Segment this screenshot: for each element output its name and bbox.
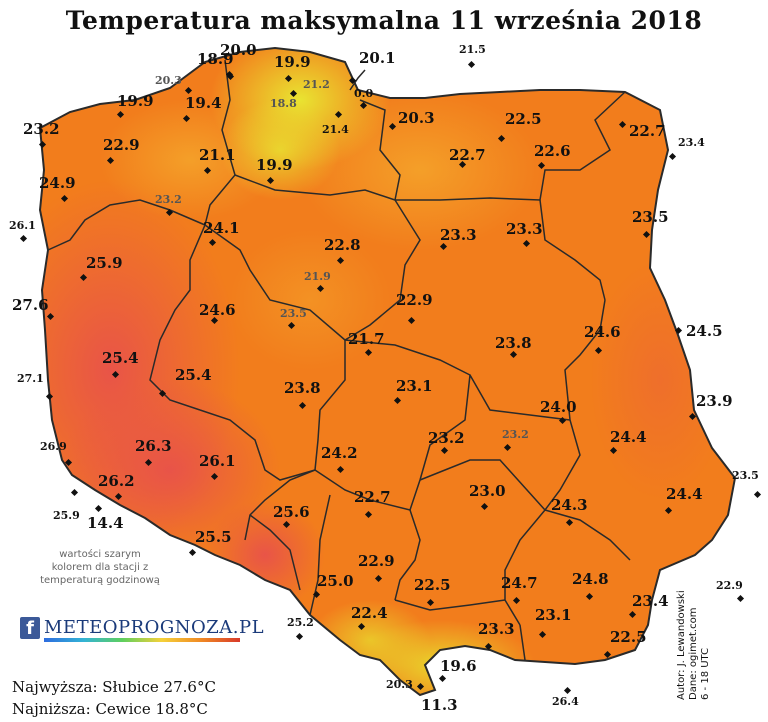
facebook-icon[interactable]: f [20,617,40,639]
station-value: 23.5 [280,307,307,320]
logo-color-bar [44,638,240,642]
station-value: 20.0 [220,41,257,59]
station-value: 19.4 [185,94,222,112]
station-value: 22.9 [358,552,395,570]
station-value: 25.2 [287,616,314,629]
station-value: 26.2 [98,472,135,490]
station-value: 14.4 [87,514,124,532]
map-title: Temperatura maksymalna 11 września 2018 [65,6,703,35]
station-value: 0.0 [354,87,374,100]
station-value: 24.9 [39,174,76,192]
credits-data-source: Dane: ogimet.com [688,607,699,700]
station-value: 26.3 [135,437,172,455]
station-value: 23.9 [696,392,733,410]
highest-temperature: Najwyższa: Słubice 27.6°C [12,678,216,696]
station-value: 24.2 [321,444,358,462]
station-value: 21.7 [348,330,385,348]
station-value: 24.4 [610,428,647,446]
station-value: 18.9 [197,50,234,68]
station-value: 26.4 [552,695,579,708]
station-value: 23.2 [155,193,182,206]
station-value: 23.4 [632,592,669,610]
station-value: 24.0 [540,398,577,416]
station-value: 22.4 [351,604,388,622]
station-value: 20.3 [155,74,182,87]
station-value: 24.4 [666,485,703,503]
station-value: 22.9 [716,579,743,592]
logo-text: METEOPROGNOZA.PL [44,617,265,638]
station-value: 22.9 [396,291,433,309]
station-value: 24.5 [686,322,723,340]
station-value: 21.4 [322,123,349,136]
station-value: 23.8 [495,334,532,352]
station-value: 23.2 [428,429,465,447]
station-value: 19.9 [256,156,293,174]
station-value: 23.3 [478,620,515,638]
station-value: 25.4 [102,349,139,367]
gray-values-note: wartości szarym kolorem dla stacji z tem… [40,549,160,586]
station-value: 20.1 [359,49,396,67]
station-value: 27.1 [17,372,44,385]
station-value: 25.9 [86,254,123,272]
station-value: 24.8 [572,570,609,588]
station-value: 23.5 [732,469,759,482]
station-value: 25.9 [53,509,80,522]
station-value: 25.4 [175,366,212,384]
station-value: 23.5 [632,208,669,226]
station-value: 21.1 [199,146,236,164]
station-value: 19.9 [274,53,311,71]
station-value: 24.1 [203,219,240,237]
station-value: 11.3 [421,696,458,714]
station-value: 23.2 [23,120,60,138]
station-value: 20.3 [386,678,413,691]
credits-time-range: 6 - 18 UTC [700,647,711,700]
station-value: 23.4 [678,136,705,149]
station-value: 24.6 [199,301,236,319]
station-value: 22.9 [103,136,140,154]
meteoprognoza-logo[interactable]: f METEOPROGNOZA.PL [20,617,264,642]
credits-author: Autor: J. Lewandowski [676,590,687,700]
station-value: 26.1 [199,452,236,470]
station-value: 22.7 [354,488,391,506]
credits: Autor: J. Lewandowski Dane: ogimet.com 6… [676,590,712,700]
station-value: 23.8 [284,379,321,397]
lowest-temperature: Najniższa: Cewice 18.8°C [12,700,208,718]
station-value: 23.2 [502,428,529,441]
station-value: 20.3 [398,109,435,127]
station-value: 23.1 [396,377,433,395]
station-value: 22.8 [324,236,361,254]
station-value: 18.8 [270,97,297,110]
station-value: 21.2 [303,78,330,91]
station-value: 21.5 [459,43,486,56]
station-value: 22.7 [449,146,486,164]
station-value: 24.6 [584,323,621,341]
station-value: 23.3 [440,226,477,244]
voivodeship-borders [47,59,631,661]
station-value: 25.6 [273,503,310,521]
station-value: 25.5 [195,528,232,546]
station-value: 27.6 [12,296,49,314]
station-value: 26.9 [40,440,67,453]
station-value: 22.5 [505,110,542,128]
station-value: 24.3 [551,496,588,514]
station-value: 19.6 [440,657,477,675]
station-value: 22.7 [629,122,666,140]
station-value: 24.7 [501,574,538,592]
station-value: 23.0 [469,482,506,500]
station-value: 21.9 [304,270,331,283]
station-value: 23.1 [535,606,572,624]
station-value: 26.1 [9,219,36,232]
station-value: 23.3 [506,220,543,238]
station-value: 19.9 [117,92,154,110]
station-value: 22.5 [610,628,647,646]
station-value: 22.6 [534,142,571,160]
station-value: 25.0 [317,572,354,590]
station-value: 22.5 [414,576,451,594]
